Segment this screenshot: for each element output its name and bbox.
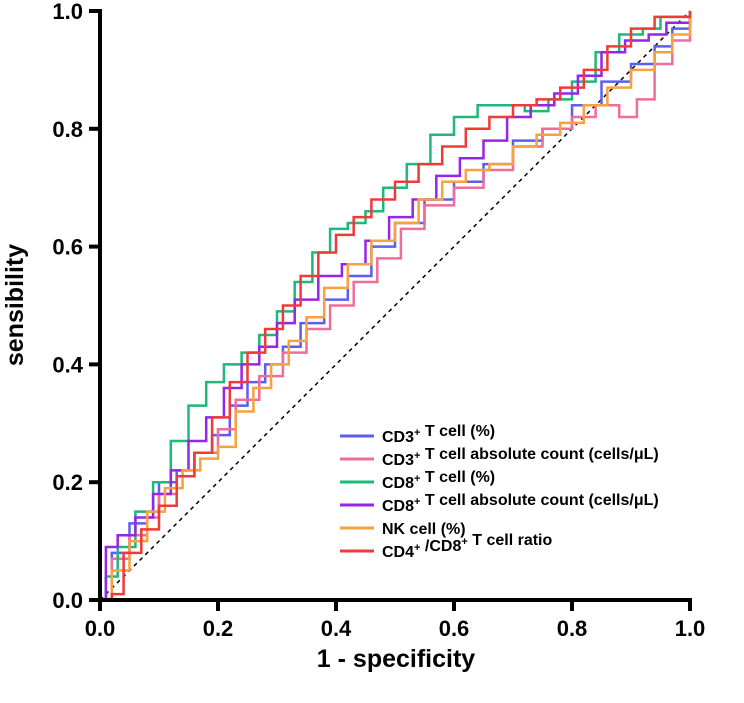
x-tick-label: 0.0	[85, 616, 116, 641]
y-tick-label: 0.8	[52, 117, 83, 142]
y-axis-title: sensibility	[1, 244, 29, 366]
reference-diagonal-line	[99, 10, 691, 601]
y-tick-label: 0.0	[52, 588, 83, 613]
x-tick-label: 0.4	[321, 616, 352, 641]
x-axis-title: 1 - specificity	[317, 645, 475, 673]
x-tick-label: 0.2	[203, 616, 234, 641]
x-tick-label: 0.6	[439, 616, 470, 641]
legend: CD3+ T cell (%)CD3+ T cell absolute coun…	[340, 423, 659, 561]
legend-label: CD8+ T cell (%)	[382, 469, 495, 492]
y-tick-label: 0.2	[52, 470, 83, 495]
legend-label: CD3+ T cell (%)	[382, 423, 495, 446]
plot-lines	[99, 10, 692, 602]
axes	[98, 9, 692, 602]
roc-curve-3	[100, 11, 692, 602]
y-tick-label: 0.4	[52, 352, 83, 377]
y-tick-label: 0.6	[52, 235, 83, 260]
x-tick-label: 0.8	[557, 616, 588, 641]
legend-label: NK cell (%)	[382, 521, 466, 538]
legend-label: CD4+ /CD8+ T cell ratio	[382, 532, 552, 561]
ticks: 0.0 0.2 0.4 0.6 0.8 1.0 0.0 0.2 0.4 0.6 0.8 1.0	[52, 0, 705, 641]
legend-label: CD8+ T cell absolute count (cells/μL)	[382, 492, 659, 515]
roc-curve-6	[100, 11, 692, 602]
y-tick-label: 1.0	[52, 0, 83, 24]
x-tick-label: 1.0	[675, 616, 706, 641]
legend-label: CD3+ T cell absolute count (cells/μL)	[382, 446, 659, 469]
